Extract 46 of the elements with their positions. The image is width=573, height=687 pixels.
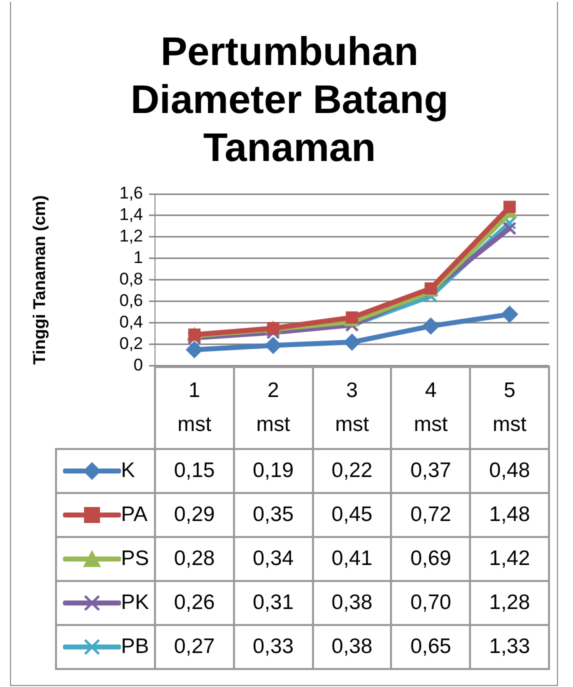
y-axis-title: Tinggi Tanaman (cm) [30, 195, 49, 365]
legend-label: PB [121, 634, 150, 658]
data-label: 0,70 [391, 580, 470, 625]
data-label: 0,69 [391, 536, 470, 581]
data-label: 0,31 [234, 580, 313, 625]
y-tick-label: 1,2 [119, 226, 143, 246]
data-label: 0,15 [155, 448, 234, 493]
data-label: 0,27 [155, 624, 234, 669]
data-label: 0,37 [391, 448, 470, 493]
x-tick-label: 3 mst [312, 366, 392, 449]
legend-label: PA [121, 502, 148, 526]
data-label: 0,65 [391, 624, 470, 669]
x-tick-label: 5 mst [470, 366, 549, 449]
legend-label: PS [121, 546, 150, 570]
data-label: 0,22 [312, 448, 392, 493]
y-tick-label: 0,4 [119, 312, 143, 332]
x-tick-label: 1 mst [155, 366, 234, 449]
data-label: 0,41 [312, 536, 392, 581]
data-label: 0,38 [312, 580, 392, 625]
data-label: 0,72 [391, 492, 470, 537]
y-tick-label: 1,6 [119, 184, 143, 203]
data-label: 1,48 [470, 492, 549, 537]
y-tick-label: 1,4 [119, 205, 143, 224]
y-tick-label: 0,8 [119, 270, 143, 289]
data-label: 0,33 [234, 624, 313, 669]
data-label: 0,29 [155, 492, 234, 537]
data-label: 0,34 [234, 536, 313, 581]
data-label: 1,33 [470, 624, 549, 669]
chart-title: Pertumbuhan Diameter Batang Tanaman [130, 30, 448, 170]
data-label: 0,28 [155, 536, 234, 581]
y-tick-label: 1 [134, 248, 143, 268]
x-tick-label: 4 mst [391, 366, 470, 449]
data-label: 0,48 [470, 448, 549, 493]
y-tick-label: 0 [134, 355, 143, 374]
y-tick-label: 0,2 [119, 334, 143, 354]
data-label: 0,35 [234, 492, 313, 537]
data-label: 0,19 [234, 448, 313, 493]
legend-label: K [121, 458, 136, 482]
data-label: 0,38 [312, 624, 392, 669]
data-label: 1,28 [470, 580, 549, 625]
legend-label: PK [121, 590, 150, 614]
data-label: 0,26 [155, 580, 234, 625]
x-tick-label: 2 mst [234, 366, 313, 449]
y-tick-label: 0,6 [119, 291, 143, 310]
data-label: 0,45 [312, 492, 392, 537]
data-label: 1,42 [470, 536, 549, 581]
